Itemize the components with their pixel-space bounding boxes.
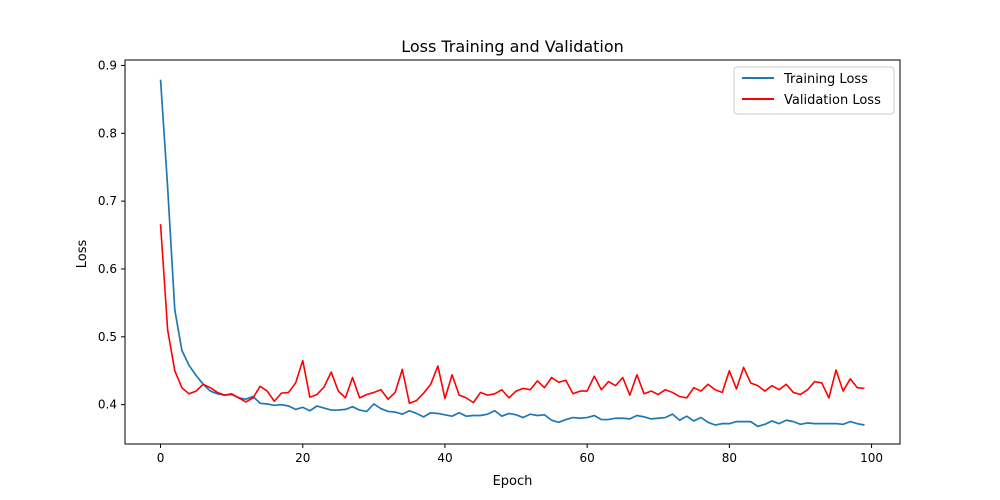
y-tick-label: 0.5	[98, 330, 117, 344]
y-tick-label: 0.4	[98, 398, 117, 412]
legend-label-validation: Validation Loss	[784, 93, 881, 108]
y-tick-label: 0.6	[98, 262, 117, 276]
y-tick-label: 0.9	[98, 58, 117, 72]
x-tick-label: 20	[295, 451, 310, 465]
x-tick-label: 40	[437, 451, 452, 465]
training-loss-line	[159, 79, 865, 428]
chart-title: Loss Training and Validation	[401, 37, 624, 56]
validation-loss-line	[159, 224, 865, 405]
plot-lines	[159, 79, 865, 428]
plot-frame	[124, 59, 901, 445]
legend-label-training: Training Loss	[783, 72, 868, 87]
legend: Training Loss Validation Loss	[733, 66, 895, 115]
x-axis-ticks: 0 20 40 60 80 100	[157, 444, 883, 465]
x-tick-label: 100	[860, 451, 883, 465]
x-tick-label: 60	[580, 451, 595, 465]
x-tick-label: 80	[722, 451, 737, 465]
y-tick-label: 0.8	[98, 126, 117, 140]
x-tick-label: 0	[157, 451, 165, 465]
y-axis-ticks: 0.4 0.5 0.6 0.7 0.8 0.9	[98, 58, 125, 412]
x-axis-label: Epoch	[493, 474, 533, 489]
y-axis-label: Loss	[75, 240, 90, 269]
y-tick-label: 0.7	[98, 194, 117, 208]
